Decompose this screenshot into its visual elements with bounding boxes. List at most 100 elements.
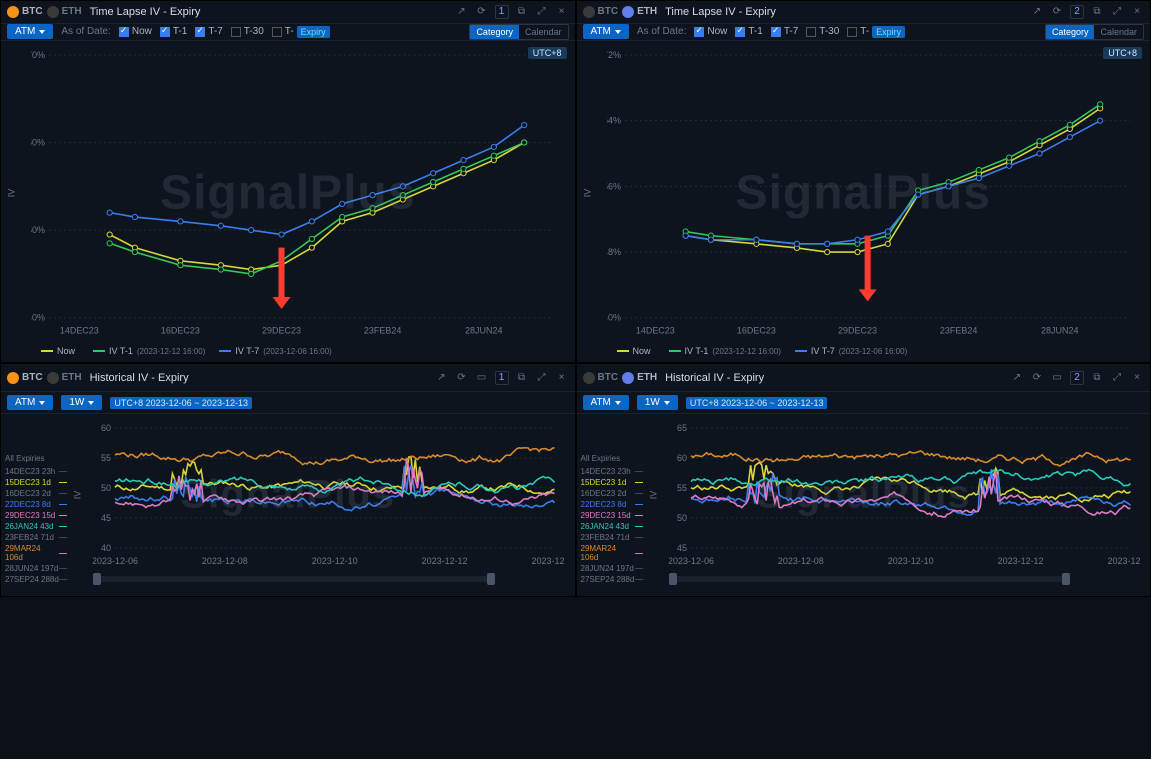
coin-tab-btc[interactable]: BTC [583, 372, 619, 384]
atm-dropdown[interactable]: ATM [7, 395, 53, 410]
coin-tab-btc[interactable]: BTC [7, 6, 43, 18]
svg-text:2023-12-10: 2023-12-10 [887, 556, 933, 566]
refresh-icon[interactable]: ⟳ [1050, 5, 1064, 19]
panel-title: Historical IV - Expiry [665, 372, 764, 384]
folder-icon[interactable]: ▭ [1050, 371, 1064, 385]
daterange-badge[interactable]: UTC+8 2023-12-06 ~ 2023-12-13 [110, 397, 252, 409]
atm-dropdown[interactable]: ATM [583, 24, 629, 39]
daterange-badge[interactable]: UTC+8 2023-12-06 ~ 2023-12-13 [686, 397, 828, 409]
timewindow-dropdown[interactable]: 1W [637, 395, 678, 410]
close-icon[interactable]: × [1130, 371, 1144, 385]
refresh-icon[interactable]: ⟳ [475, 5, 489, 19]
tz-badge: UTC+8 [528, 47, 567, 59]
btc-historical-chart: 40 45 50 55 60 2023-12-06 2023-12-08 2023-12-10… [93, 422, 565, 572]
svg-text:2023-12-14: 2023-12-14 [532, 556, 565, 566]
svg-text:23FEB24: 23FEB24 [364, 326, 401, 336]
coin-tab-eth[interactable]: ETH [47, 372, 82, 384]
coin-tab-eth[interactable]: ETH [622, 372, 657, 384]
expiry-legend: All Expiries14DEC23 23h15DEC23 1d16DEC23… [5, 454, 67, 585]
chk-now[interactable]: Now [694, 26, 727, 37]
svg-text:48%: 48% [607, 247, 621, 257]
layout-2-icon[interactable]: 2 [1070, 5, 1084, 19]
svg-text:50: 50 [101, 483, 111, 493]
time-slider[interactable] [1, 576, 575, 596]
copy-icon[interactable]: ⧉ [515, 371, 529, 385]
refresh-icon[interactable]: ⟳ [455, 371, 469, 385]
chk-t1[interactable]: T-1 [160, 26, 187, 37]
folder-icon[interactable]: ▭ [475, 371, 489, 385]
btc-timelapse-chart: 40%50%60%70%14DEC2316DEC2329DEC2323FEB24… [31, 49, 565, 340]
svg-text:60: 60 [677, 453, 687, 463]
panel-btc-timelapse: BTC ETH Time Lapse IV - Expiry ↗ ⟳ 1 ⧉ ⤢… [0, 0, 576, 363]
tab-calendar[interactable]: Calendar [1094, 25, 1143, 39]
svg-text:2023-12-10: 2023-12-10 [312, 556, 358, 566]
refresh-icon[interactable]: ⟳ [1030, 371, 1044, 385]
chk-t1[interactable]: T-1 [735, 26, 762, 37]
svg-text:2023-12-12: 2023-12-12 [422, 556, 468, 566]
open-external-icon[interactable]: ↗ [435, 371, 449, 385]
svg-text:2023-12-08: 2023-12-08 [777, 556, 823, 566]
svg-text:23FEB24: 23FEB24 [939, 326, 976, 336]
svg-text:16DEC23: 16DEC23 [161, 326, 200, 336]
svg-text:55: 55 [677, 483, 687, 493]
toolbar: ATM As of Date: Now T-1 T-7 T-30 T-Expir… [1, 24, 575, 42]
chk-tcustom[interactable]: T-Expiry [272, 26, 330, 38]
panel-title: Time Lapse IV - Expiry [90, 6, 201, 18]
copy-icon[interactable]: ⧉ [1090, 371, 1104, 385]
timewindow-dropdown[interactable]: 1W [61, 395, 102, 410]
layout-1-icon[interactable]: 1 [495, 371, 509, 385]
svg-text:70%: 70% [31, 50, 45, 60]
chk-tcustom[interactable]: T-Expiry [847, 26, 905, 38]
close-icon[interactable]: × [555, 371, 569, 385]
chk-t7[interactable]: T-7 [771, 26, 798, 37]
svg-text:56%: 56% [607, 182, 621, 192]
expand-icon[interactable]: ⤢ [1110, 5, 1124, 19]
coin-tab-eth[interactable]: ETH [622, 6, 657, 18]
svg-text:72%: 72% [607, 50, 621, 60]
svg-text:55: 55 [101, 453, 111, 463]
chk-t30[interactable]: T-30 [806, 26, 839, 37]
chk-now[interactable]: Now [119, 26, 152, 37]
svg-text:45: 45 [101, 513, 111, 523]
layout-2-icon[interactable]: 2 [1070, 371, 1084, 385]
svg-text:2023-12-06: 2023-12-06 [93, 556, 138, 566]
svg-text:14DEC23: 14DEC23 [60, 326, 99, 336]
svg-text:28JUN24: 28JUN24 [1040, 326, 1077, 336]
coin-tab-btc[interactable]: BTC [7, 372, 43, 384]
asof-label: As of Date: [61, 26, 110, 37]
tab-category[interactable]: Category [1046, 25, 1095, 39]
svg-text:64%: 64% [607, 116, 621, 126]
close-icon[interactable]: × [555, 5, 569, 19]
open-external-icon[interactable]: ↗ [455, 5, 469, 19]
tab-calendar[interactable]: Calendar [519, 25, 568, 39]
panel-eth-timelapse: BTC ETH Time Lapse IV - Expiry ↗ ⟳ 2 ⧉ ⤢… [576, 0, 1151, 363]
atm-dropdown[interactable]: ATM [583, 395, 629, 410]
panel-btc-historical: BTC ETH Historical IV - Expiry ↗ ⟳ ▭ 1 ⧉… [0, 363, 576, 597]
svg-text:60: 60 [101, 423, 111, 433]
tab-category[interactable]: Category [470, 25, 519, 39]
svg-text:2023-12-06: 2023-12-06 [669, 556, 714, 566]
close-icon[interactable]: × [1130, 5, 1144, 19]
eth-timelapse-chart: 40%48%56%64%72%14DEC2316DEC2329DEC2323FE… [607, 49, 1141, 340]
svg-text:2023-12-08: 2023-12-08 [202, 556, 248, 566]
chk-t30[interactable]: T-30 [231, 26, 264, 37]
svg-text:29DEC23: 29DEC23 [262, 326, 301, 336]
svg-text:40: 40 [101, 543, 111, 553]
coin-tab-eth[interactable]: ETH [47, 6, 82, 18]
copy-icon[interactable]: ⧉ [1090, 5, 1104, 19]
layout-1-icon[interactable]: 1 [495, 5, 509, 19]
chk-t7[interactable]: T-7 [195, 26, 222, 37]
svg-text:29DEC23: 29DEC23 [838, 326, 877, 336]
open-external-icon[interactable]: ↗ [1030, 5, 1044, 19]
time-slider[interactable] [577, 576, 1151, 596]
expand-icon[interactable]: ⤢ [1110, 371, 1124, 385]
expand-icon[interactable]: ⤢ [535, 5, 549, 19]
open-external-icon[interactable]: ↗ [1010, 371, 1024, 385]
expand-icon[interactable]: ⤢ [535, 371, 549, 385]
coin-tab-btc[interactable]: BTC [583, 6, 619, 18]
titlebar: BTC ETH Time Lapse IV - Expiry ↗ ⟳ 1 ⧉ ⤢… [1, 1, 575, 24]
atm-dropdown[interactable]: ATM [7, 24, 53, 39]
copy-icon[interactable]: ⧉ [515, 5, 529, 19]
svg-text:2023-12-14: 2023-12-14 [1107, 556, 1140, 566]
panel-eth-historical: BTC ETH Historical IV - Expiry ↗ ⟳ ▭ 2 ⧉… [576, 363, 1151, 597]
